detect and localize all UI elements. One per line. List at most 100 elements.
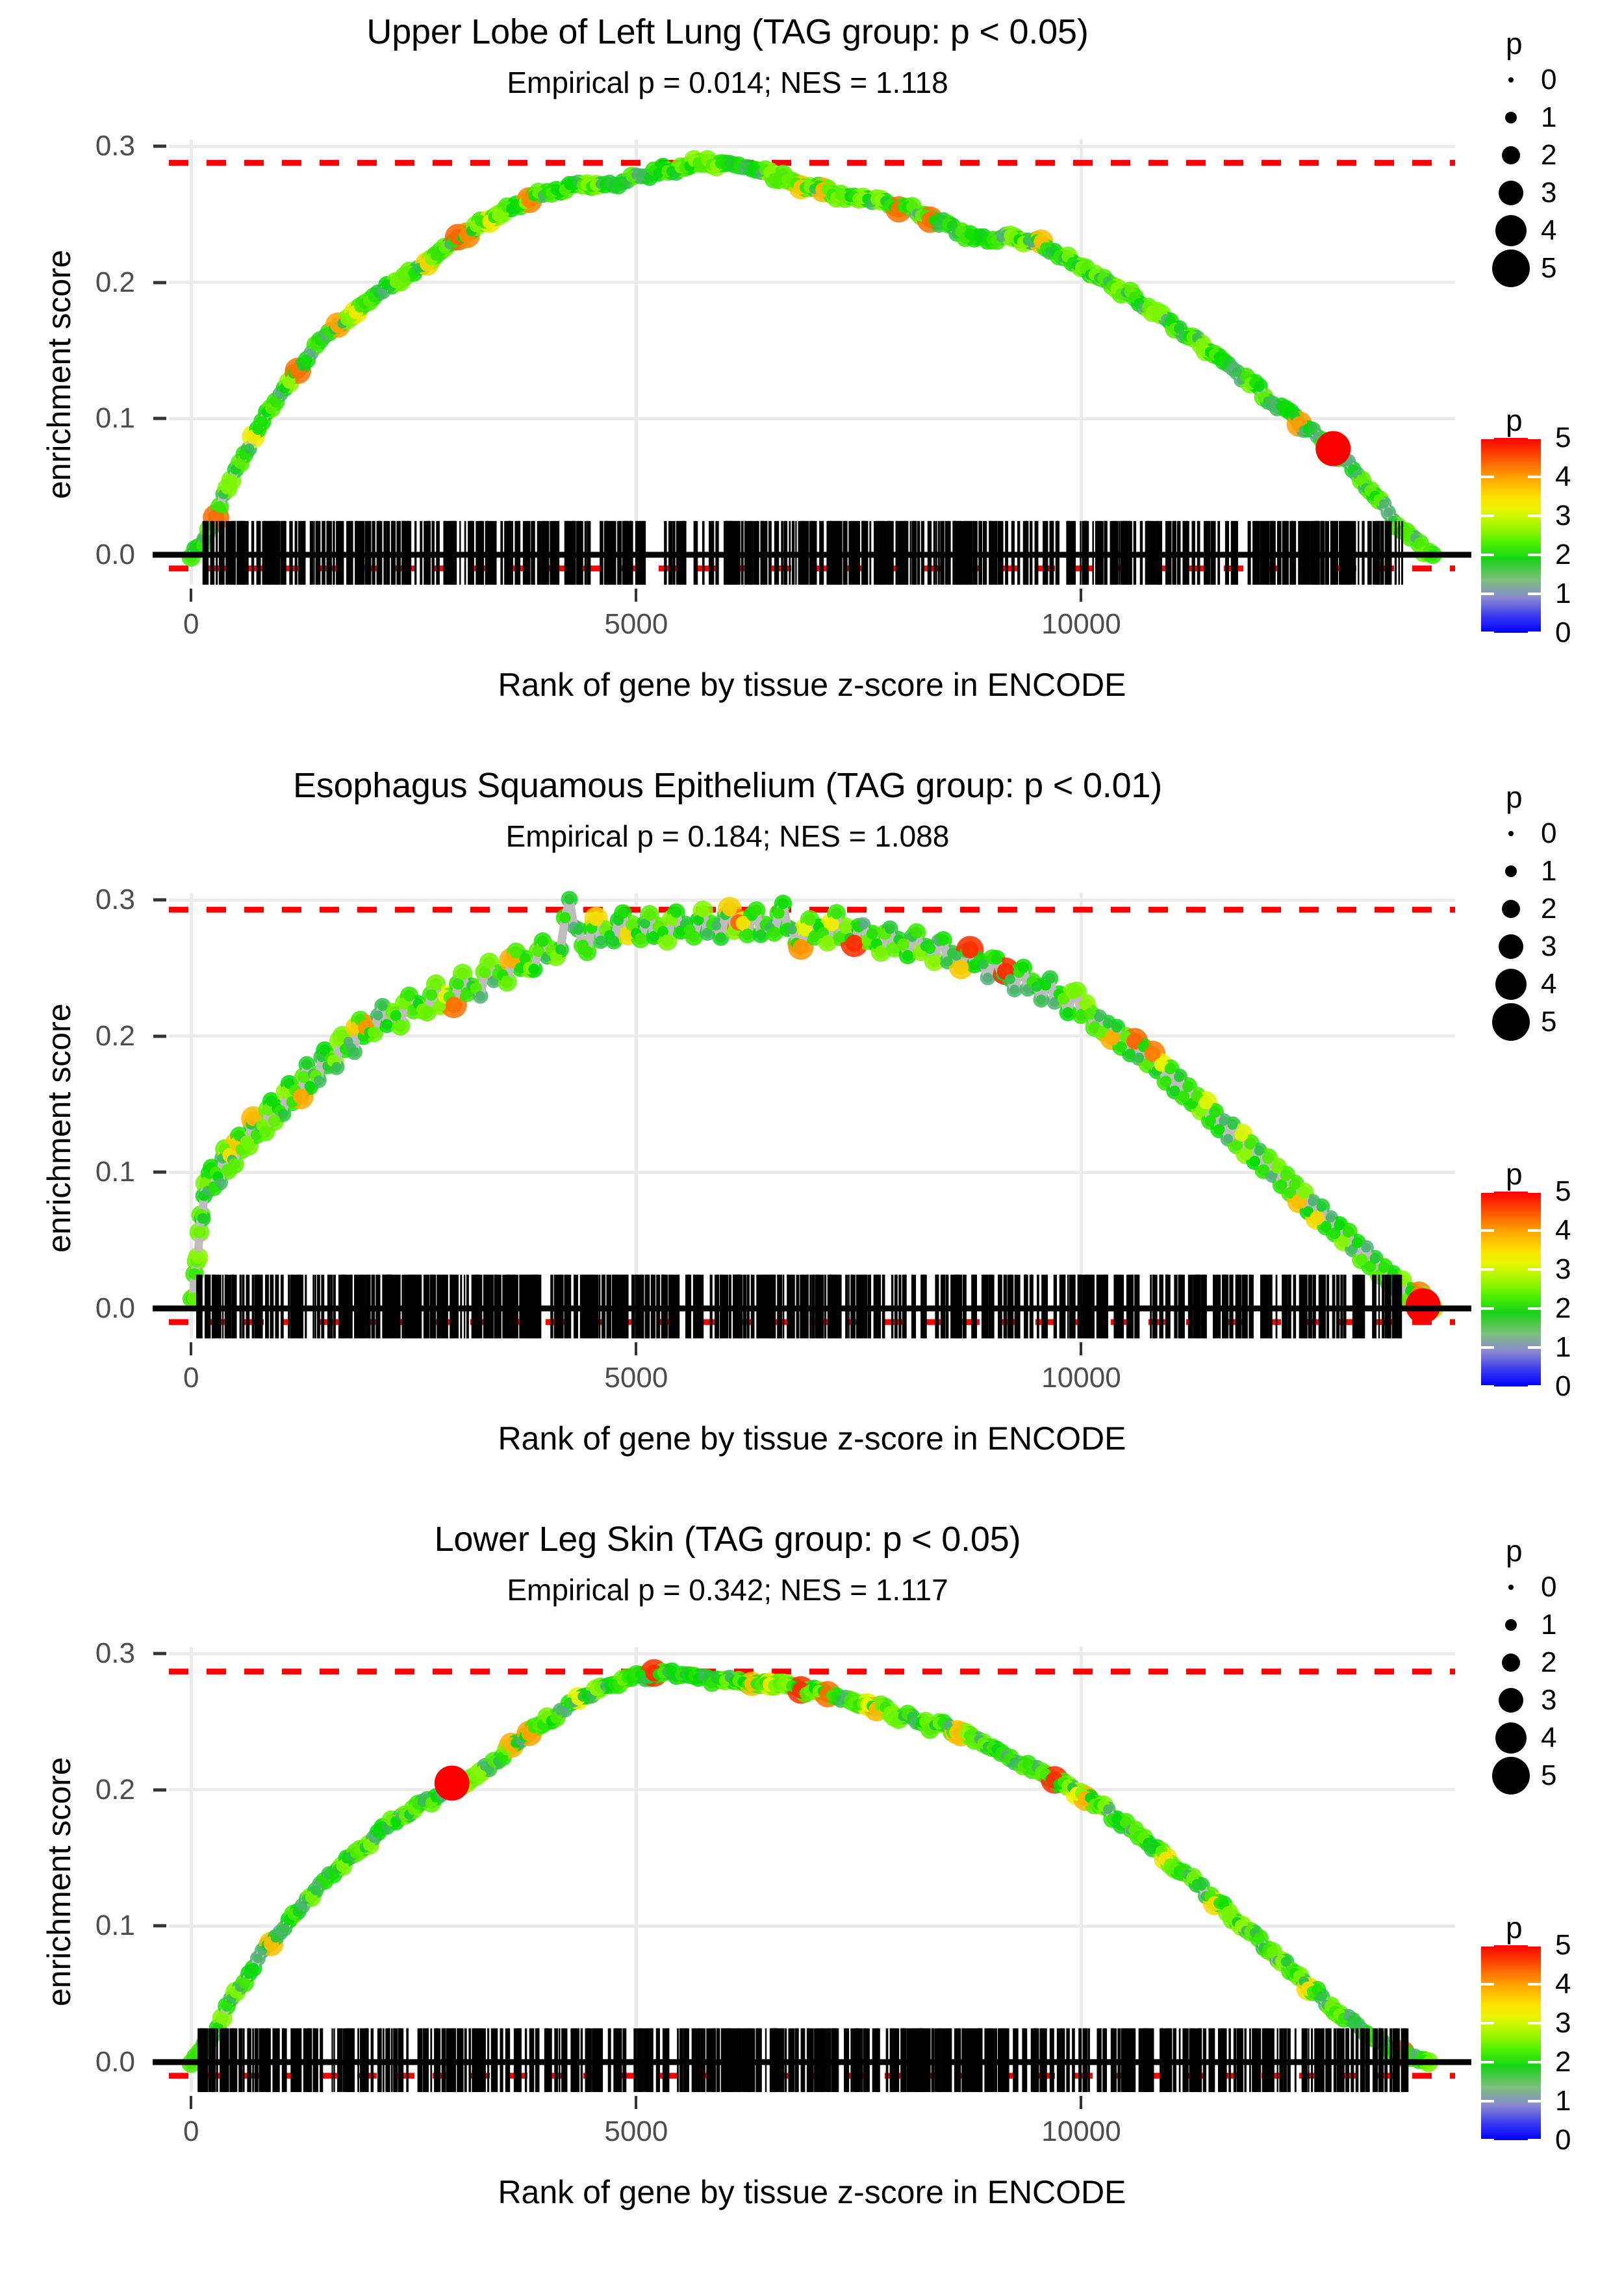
size-legend-dot-cell <box>1481 146 1541 164</box>
color-legend-tick-label: 3 <box>1555 500 1571 531</box>
size-legend-title: p <box>1506 27 1523 60</box>
gene-point <box>1204 1115 1216 1127</box>
y-axis-tick <box>153 1652 166 1655</box>
y-axis-tick <box>153 1034 166 1038</box>
gene-point <box>778 898 789 910</box>
x-axis-tick-label: 0 <box>183 608 199 640</box>
plot-background <box>169 893 1455 1338</box>
x-axis-tick-label: 0 <box>183 2115 199 2147</box>
gene-point <box>1316 1201 1327 1212</box>
x-axis-tick-label: 10000 <box>1041 2115 1121 2147</box>
gene-point <box>688 930 700 943</box>
color-legend-tick-mark <box>1528 1190 1541 1193</box>
color-legend-tick-mark <box>1481 1307 1494 1310</box>
y-axis-tick-label: 0.1 <box>95 1156 135 1188</box>
y-axis-label: enrichment score <box>41 1757 77 2006</box>
color-legend-ticks <box>1481 1944 1541 2141</box>
gene-point <box>394 1019 407 1032</box>
gene-point <box>961 941 979 958</box>
size-legend-item: 1 <box>1481 1606 1624 1644</box>
size-legend-dot-cell <box>1481 1722 1541 1754</box>
gene-point <box>1297 1186 1310 1199</box>
gene-point <box>1134 1053 1145 1063</box>
color-legend-tick-label: 4 <box>1555 1968 1571 2000</box>
gene-point <box>821 935 834 948</box>
gene-point <box>1369 1253 1380 1264</box>
gene-point <box>824 917 839 932</box>
color-legend-tick-mark <box>1528 2061 1541 2063</box>
gene-point <box>483 956 496 969</box>
color-legend-tick-mark <box>1528 437 1541 439</box>
gene-point <box>866 928 878 939</box>
y-axis-tick-label: 0.0 <box>95 1292 135 1324</box>
gene-point <box>1355 1253 1368 1266</box>
color-legend-tick-mark <box>1528 515 1541 517</box>
gene-point <box>298 1071 310 1083</box>
plot-area <box>153 1647 1471 2109</box>
size-legend-dot-icon <box>1508 77 1514 83</box>
gene-point <box>1045 973 1056 984</box>
color-legend-tick-label: 4 <box>1555 1214 1571 1246</box>
x-axis-tick-label: 5000 <box>604 2115 668 2147</box>
gridline-vertical <box>634 1647 638 2092</box>
gene-point <box>1249 1155 1261 1167</box>
size-legend-title: p <box>1506 1534 1523 1568</box>
gene-point <box>573 924 584 935</box>
gene-point <box>715 932 726 943</box>
gene-point <box>711 921 722 931</box>
gene-point <box>648 930 659 942</box>
curve-layer <box>153 1659 1471 2092</box>
curve-layer <box>153 891 1471 1338</box>
gene-point <box>279 1923 290 1934</box>
color-legend-tick-mark <box>1528 2100 1541 2102</box>
size-legend-dot-icon <box>1495 969 1527 1000</box>
gene-point <box>1289 1178 1301 1190</box>
gene-point <box>479 965 491 978</box>
gene-point <box>1164 1062 1176 1075</box>
gene-point-group-overlay <box>185 153 1439 563</box>
gene-point <box>1009 984 1020 995</box>
size-legend-label: 2 <box>1541 893 1557 925</box>
gene-point <box>1017 962 1029 973</box>
color-legend-tick-label: 2 <box>1555 1292 1571 1324</box>
size-legend-dot-icon <box>1502 900 1520 918</box>
color-legend-tick-label: 5 <box>1555 1929 1571 1961</box>
plot-area <box>153 891 1471 1355</box>
gene-point <box>1308 1197 1318 1207</box>
gene-point <box>1364 1260 1377 1272</box>
color-legend-tick-mark <box>1481 1268 1494 1271</box>
color-legend-title: p <box>1506 1157 1523 1191</box>
size-legend-item: 3 <box>1481 928 1624 965</box>
gene-point <box>772 907 785 919</box>
size-legend-dot-icon <box>1492 1757 1530 1795</box>
size-legend-dot-icon <box>1502 1654 1520 1672</box>
gene-point <box>722 901 737 917</box>
size-legend-dot-icon <box>1508 1585 1514 1590</box>
gene-point <box>902 950 913 961</box>
gene-point <box>1254 1145 1265 1156</box>
gene-point <box>1102 1017 1113 1028</box>
gene-point <box>1169 1085 1180 1097</box>
color-legend-tick-mark <box>1528 1229 1541 1232</box>
gene-point <box>197 1213 208 1224</box>
gene-point <box>617 907 629 919</box>
gene-point-group-overlay <box>185 1664 1435 2069</box>
running-enrichment-line <box>186 156 1438 562</box>
color-legend-tick-label: 1 <box>1555 1331 1571 1363</box>
color-legend-tick-label: 3 <box>1555 1253 1571 1285</box>
color-legend-tick-label: 1 <box>1555 2085 1571 2117</box>
gene-point <box>283 376 296 389</box>
gene-point <box>1196 1880 1207 1891</box>
size-legend-dot-cell <box>1481 1585 1541 1590</box>
gene-point <box>537 936 549 947</box>
x-axis-tick <box>190 589 193 602</box>
color-legend-gradient-bar <box>1481 1190 1541 1388</box>
gene-point <box>1280 1169 1292 1181</box>
color-legend-title: p <box>1506 403 1523 437</box>
gene-point <box>1111 1022 1123 1033</box>
gene-point <box>1209 1106 1221 1118</box>
gene-point <box>626 919 638 931</box>
gridline-horizontal <box>169 1788 1455 1792</box>
panel-subtitle: Empirical p = 0.342; NES = 1.117 <box>507 1573 948 1607</box>
